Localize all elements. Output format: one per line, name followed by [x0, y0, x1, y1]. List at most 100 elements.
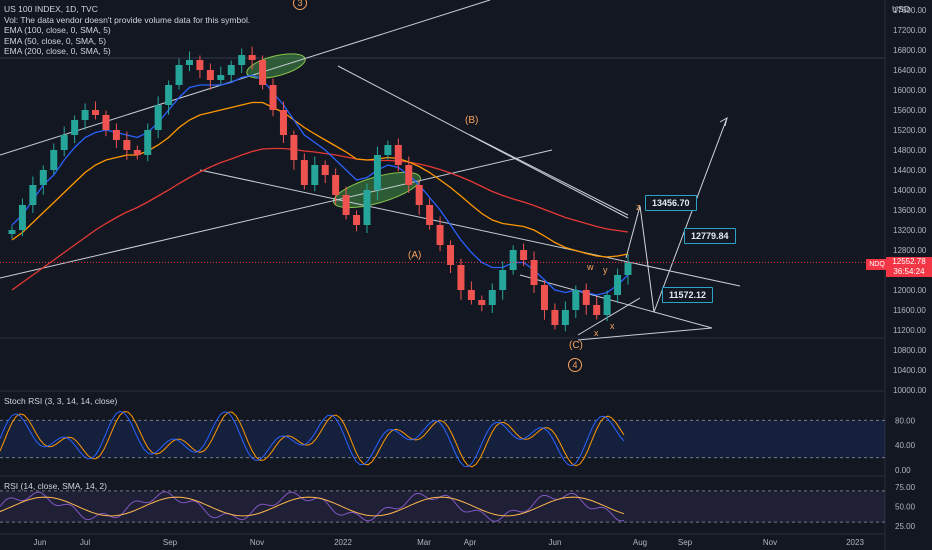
- wave-label-c: (C): [569, 340, 583, 351]
- candle-body: [8, 230, 16, 234]
- price-pane: [0, 0, 885, 341]
- target-box-13456[interactable]: 13456.70: [645, 195, 697, 211]
- price-tick-label: 12800.00: [893, 246, 927, 255]
- trend-line: [519, 274, 713, 329]
- time-tick-label: Nov: [763, 538, 777, 547]
- rsi-tick-label: 50.00: [895, 503, 916, 512]
- candle-body: [478, 300, 486, 305]
- candle-body: [561, 310, 569, 325]
- trend-line: [469, 134, 629, 216]
- candle-body: [593, 305, 601, 315]
- stoch-tick-label: 0.00: [895, 466, 911, 475]
- candle-body: [332, 175, 340, 195]
- price-tick-label: 16800.00: [893, 46, 927, 55]
- candle-body: [29, 185, 37, 205]
- projection-path: [625, 117, 728, 313]
- price-tick-label: 11600.00: [893, 306, 926, 315]
- wave-label-x1: x: [594, 328, 599, 338]
- candle-body: [363, 190, 371, 225]
- target-box-12779[interactable]: 12779.84: [684, 228, 736, 244]
- candle-body: [238, 55, 246, 65]
- price-tick-label: 10400.00: [893, 366, 927, 375]
- candle-body: [353, 215, 361, 225]
- time-tick-label: Aug: [633, 538, 647, 547]
- stoch-rsi-label[interactable]: Stoch RSI (3, 3, 14, 14, close): [4, 396, 118, 406]
- legend-ema-50[interactable]: EMA (50, close, 0, SMA, 5): [4, 35, 107, 46]
- candle-body: [102, 115, 110, 130]
- candle-body: [175, 65, 183, 85]
- current-price-value: 12552.78: [892, 257, 926, 266]
- symbol-price-tag: NDQ: [866, 259, 888, 270]
- candle-body: [384, 145, 392, 155]
- candle-body: [39, 170, 47, 185]
- price-tick-label: 11200.00: [893, 326, 926, 335]
- time-tick-label: Jun: [34, 538, 47, 547]
- candle-body: [196, 60, 204, 70]
- time-tick-label: 2022: [334, 538, 352, 547]
- legend-volume[interactable]: Vol: The data vendor doesn't provide vol…: [4, 14, 251, 25]
- rsi-pane: 75.00 50.00 25.00: [0, 483, 916, 531]
- current-price-tag: 12552.78 36:54:24: [886, 257, 932, 277]
- candle-body: [447, 245, 455, 265]
- trend-line: [199, 169, 741, 287]
- candle-body: [488, 290, 496, 305]
- price-tick-label: 17200.00: [893, 26, 927, 35]
- candle-body: [509, 250, 517, 270]
- candle-body: [405, 165, 413, 185]
- legend-ema-200[interactable]: EMA (200, close, 0, SMA, 5): [4, 46, 111, 57]
- candle-body: [290, 135, 298, 160]
- time-tick-label: Apr: [464, 538, 477, 547]
- candle-body: [394, 145, 402, 165]
- candle-body: [60, 135, 68, 150]
- candle-body: [279, 110, 287, 135]
- time-axis: Jun Jul Sep Nov 2022 Mar Apr Jun Aug Sep Nov 2023: [34, 538, 865, 547]
- stoch-tick-label: 80.00: [895, 416, 916, 425]
- price-tick-label: 13600.00: [893, 206, 927, 215]
- rsi-tick-label: 25.00: [895, 522, 916, 531]
- candle-body: [311, 165, 319, 185]
- wave-label-y: y: [603, 265, 608, 275]
- candle-body: [436, 225, 444, 245]
- time-tick-label: Sep: [678, 538, 693, 547]
- target-box-11572[interactable]: 11572.12: [662, 287, 714, 303]
- candle-body: [185, 60, 193, 65]
- stoch-tick-label: 40.00: [895, 441, 916, 450]
- time-tick-label: Jun: [549, 538, 562, 547]
- candle-body: [342, 195, 350, 215]
- stoch-rsi-pane: 80.00 40.00 0.00: [0, 410, 916, 475]
- price-tick-label: 16000.00: [893, 86, 927, 95]
- candle-body: [259, 60, 267, 85]
- price-tick-label: 13200.00: [893, 226, 927, 235]
- candle-body: [154, 105, 162, 130]
- price-tick-label: 17600.00: [893, 6, 927, 15]
- rsi-tick-label: 75.00: [895, 483, 916, 492]
- wave-label-x2: x: [610, 321, 615, 331]
- time-tick-label: Jul: [80, 538, 90, 547]
- price-tick-label: 15200.00: [893, 126, 927, 135]
- candle-body: [217, 75, 225, 80]
- price-tick-label: 16400.00: [893, 66, 927, 75]
- candle-body: [133, 150, 141, 155]
- candle-body: [144, 130, 152, 155]
- candle-body: [614, 275, 622, 295]
- candle-body: [499, 270, 507, 290]
- candle-body: [300, 160, 308, 185]
- candle-body: [530, 260, 538, 285]
- projection-arrow-icon: [719, 116, 728, 127]
- candle-body: [415, 185, 423, 205]
- time-tick-label: Mar: [417, 538, 431, 547]
- rsi-ma-line: [0, 496, 625, 517]
- trend-line: [577, 297, 641, 336]
- time-tick-label: 2023: [846, 538, 864, 547]
- rsi-label[interactable]: RSI (14, close, SMA, 14, 2): [4, 481, 107, 491]
- candle-body: [467, 290, 475, 300]
- symbol-title[interactable]: US 100 INDEX, 1D, TVC: [4, 4, 98, 14]
- candle-body: [321, 165, 329, 175]
- time-tick-label: Nov: [250, 538, 264, 547]
- candle-body: [248, 55, 256, 60]
- price-tick-label: 10800.00: [893, 346, 927, 355]
- wave-label-a: (A): [408, 250, 422, 261]
- legend-ema-100[interactable]: EMA (100, close, 0, SMA, 5): [4, 25, 111, 36]
